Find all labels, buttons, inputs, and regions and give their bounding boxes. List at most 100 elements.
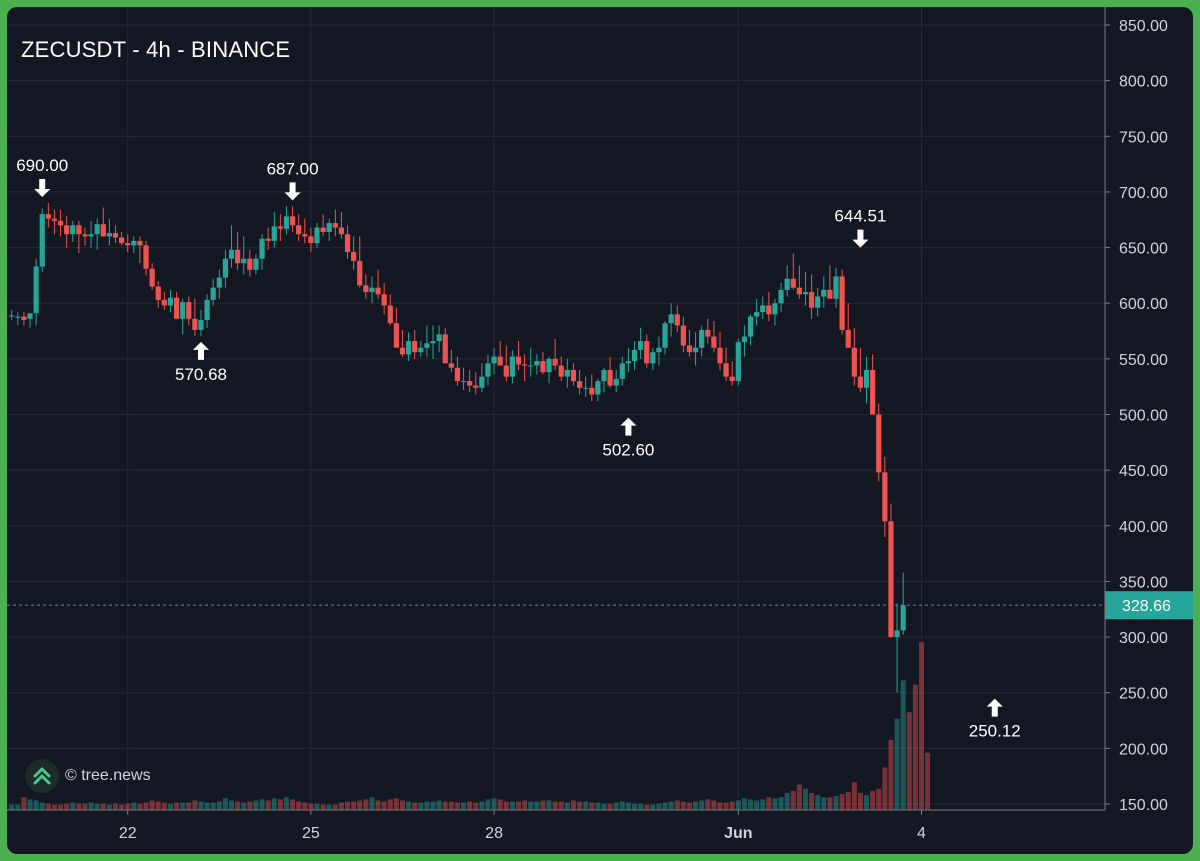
volume-bar xyxy=(406,801,412,810)
candle-body xyxy=(558,365,564,377)
annotation-label: 250.12 xyxy=(969,722,1021,741)
candle-body xyxy=(534,361,540,366)
candle-body xyxy=(680,325,686,346)
candle-body xyxy=(723,363,729,377)
volume-bar xyxy=(222,798,228,810)
candle-body xyxy=(760,305,766,313)
candle-body xyxy=(363,285,369,293)
y-tick-label: 650.00 xyxy=(1119,241,1168,258)
candle-body xyxy=(894,630,900,638)
candle-body xyxy=(595,381,601,395)
volume-bar xyxy=(729,801,735,810)
volume-bar xyxy=(94,803,100,810)
candle-body xyxy=(405,341,412,355)
candle-body xyxy=(76,225,82,235)
volume-bar xyxy=(155,801,161,810)
volume-bar xyxy=(369,797,375,810)
candle-body xyxy=(821,289,827,297)
candle-body xyxy=(900,605,906,631)
last-price-label: 328.66 xyxy=(1122,598,1171,615)
candle-body xyxy=(332,223,338,228)
volume-bar xyxy=(357,800,363,810)
candle-body xyxy=(57,220,64,226)
candle-body xyxy=(119,237,125,244)
volume-bar xyxy=(668,801,674,810)
annotation-label: 570.68 xyxy=(175,365,227,384)
candle-body xyxy=(808,292,815,308)
volume-bar xyxy=(680,801,686,810)
candle-body xyxy=(82,234,88,237)
volume-bar xyxy=(870,790,876,810)
volume-bar xyxy=(21,797,27,810)
y-tick-label: 700.00 xyxy=(1119,185,1168,202)
candle-body xyxy=(662,323,668,348)
candle-body xyxy=(644,341,650,364)
candle-body xyxy=(27,313,33,319)
candle-body xyxy=(735,342,741,382)
candlestick-chart[interactable]: 328.66 690.00 570.68 687.00 502.60 644.51 250… xyxy=(7,7,1193,854)
down-arrow-icon xyxy=(34,179,51,198)
candle-body xyxy=(619,363,625,379)
down-arrow-icon xyxy=(852,229,869,248)
volume-bar xyxy=(27,799,33,810)
candle-body xyxy=(39,214,45,267)
volume-bar xyxy=(644,804,650,810)
candle-body xyxy=(717,347,723,364)
y-tick-label: 450.00 xyxy=(1119,463,1168,480)
annotation-high: 687.00 xyxy=(267,159,319,201)
candle-body xyxy=(357,260,363,286)
volume-bar xyxy=(241,802,247,810)
candle-body xyxy=(503,365,509,377)
candle-body xyxy=(528,365,534,367)
volume-bar xyxy=(174,802,180,810)
volume-bar xyxy=(100,803,106,810)
candle-body xyxy=(131,240,137,246)
candle-body xyxy=(522,364,528,366)
candle-body xyxy=(631,349,638,362)
candle-body xyxy=(473,385,479,388)
candle-body xyxy=(100,224,106,237)
candle-body xyxy=(540,361,546,373)
volume-bar xyxy=(754,800,760,810)
chart-title: ZECUSDT - 4h - BINANCE xyxy=(21,37,291,62)
volume-bar xyxy=(515,801,521,810)
candle-body xyxy=(888,521,894,638)
candle-body xyxy=(485,363,491,377)
volume-bar xyxy=(809,793,815,810)
volume-bar xyxy=(308,803,314,810)
volume-bar xyxy=(546,800,552,810)
y-tick-label: 400.00 xyxy=(1119,519,1168,536)
volume-bar xyxy=(699,800,705,810)
volume-bar xyxy=(180,802,186,810)
candle-body xyxy=(137,240,143,246)
candle-body xyxy=(784,278,790,290)
volume-bar xyxy=(113,803,119,810)
candle-body xyxy=(692,347,699,353)
candle-body xyxy=(790,278,796,288)
volume-bar xyxy=(332,804,338,810)
volume-bar xyxy=(473,802,479,810)
candle-body xyxy=(882,472,888,522)
volume-bar xyxy=(430,801,436,810)
candle-body xyxy=(192,318,198,330)
volume-bar xyxy=(229,800,235,810)
volume-bar xyxy=(253,800,259,810)
volume-bar xyxy=(625,802,631,810)
volume-bar xyxy=(479,801,485,810)
candle-body xyxy=(204,299,210,320)
volume-bar xyxy=(607,803,613,810)
candle-body xyxy=(338,227,345,235)
candle-body xyxy=(320,227,326,232)
volume-bar xyxy=(387,799,393,810)
candle-body xyxy=(754,312,760,317)
x-tick-label: Jun xyxy=(724,825,752,842)
candle-body xyxy=(857,376,864,388)
candle-body xyxy=(106,233,112,237)
volume-bar xyxy=(45,803,51,810)
volume-bar xyxy=(925,752,931,810)
volume-bar xyxy=(912,684,918,810)
volume-bar xyxy=(277,799,283,810)
candle-body xyxy=(161,299,167,306)
candle-body xyxy=(552,358,558,366)
candle-body xyxy=(699,329,705,348)
